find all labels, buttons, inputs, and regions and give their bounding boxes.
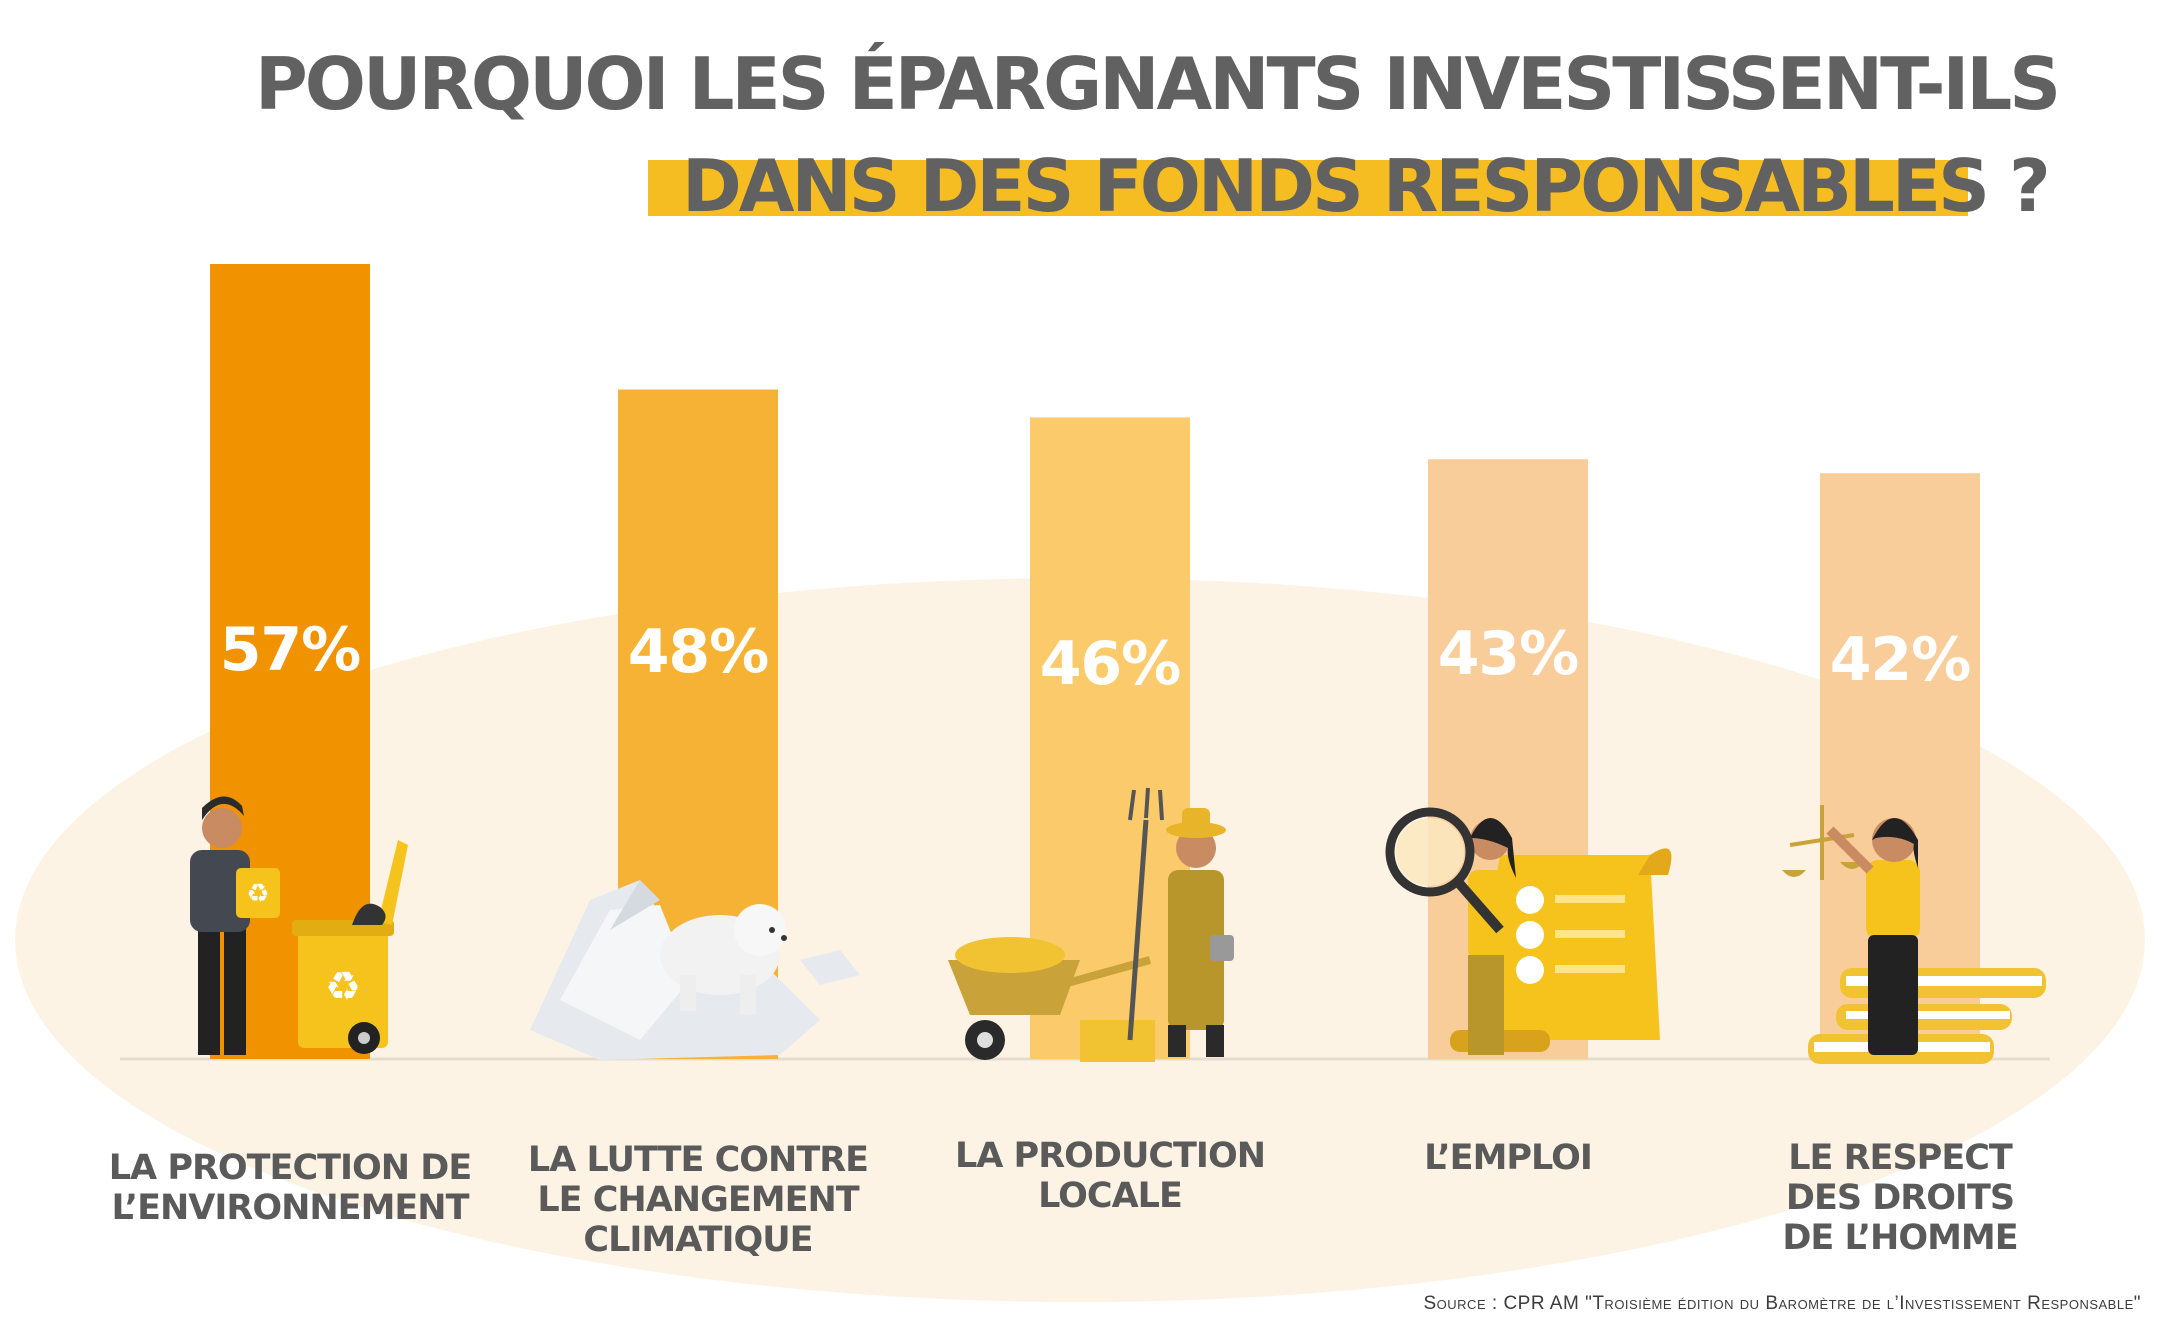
bar-value-label-1: 57% bbox=[220, 615, 361, 685]
category-label-5: LE RESPECT DES DROITS DE L’HOMME bbox=[1782, 1138, 2018, 1258]
bar-value-label-3: 46% bbox=[1040, 629, 1181, 699]
svg-text:♻: ♻ bbox=[246, 879, 269, 909]
farmer-icon bbox=[948, 787, 1234, 1062]
category-label-3: LA PRODUCTION LOCALE bbox=[954, 1136, 1266, 1216]
svg-text:♻: ♻ bbox=[325, 964, 361, 1010]
category-label-1: LA PROTECTION DE L’ENVIRONNEMENT bbox=[108, 1148, 473, 1228]
job-search-icon bbox=[1385, 807, 1672, 1055]
justice-scales-icon bbox=[1782, 805, 2046, 1064]
bar-value-label-2: 48% bbox=[628, 617, 769, 687]
value-labels-group: 57% 48% 46% 43% 42% bbox=[220, 615, 1972, 699]
title-line-1: POURQUOI LES ÉPARGNANTS INVESTISSENT-ILS bbox=[255, 42, 2061, 126]
recycling-person-icon: ♻ ♻ bbox=[190, 796, 408, 1055]
source-note: Source : CPR AM "Troisième édition du Ba… bbox=[1423, 1293, 2141, 1314]
category-label-4: L’EMPLOI bbox=[1424, 1138, 1593, 1178]
bar-value-label-5: 42% bbox=[1830, 625, 1971, 695]
polar-bear-icon bbox=[530, 880, 860, 1060]
title-line-2: DANS DES FONDS RESPONSABLES ? bbox=[682, 144, 2051, 228]
title-highlight-bar bbox=[648, 160, 1968, 216]
category-label-2: LA LUTTE CONTRE LE CHANGEMENT CLIMATIQUE bbox=[527, 1140, 869, 1260]
bar-value-label-4: 43% bbox=[1438, 619, 1579, 689]
